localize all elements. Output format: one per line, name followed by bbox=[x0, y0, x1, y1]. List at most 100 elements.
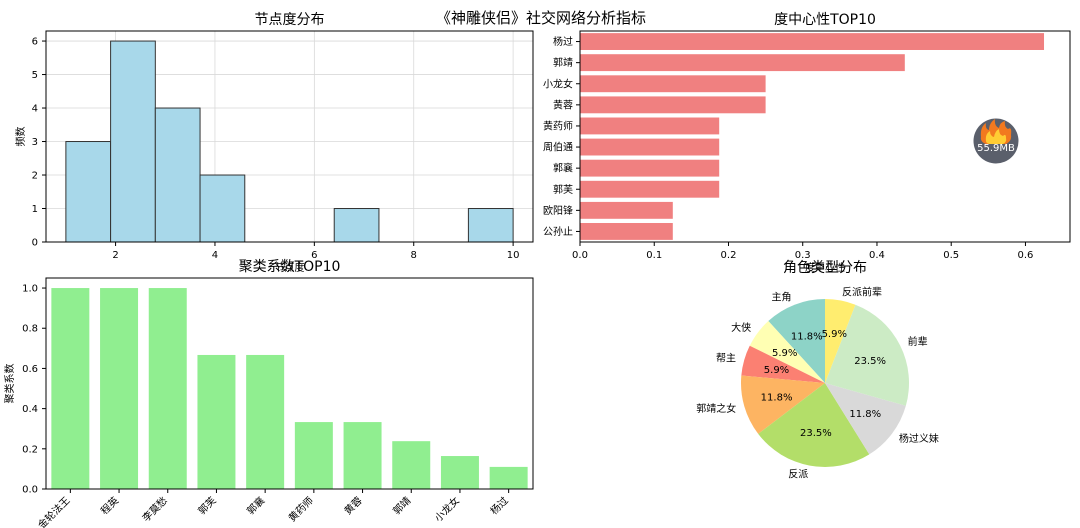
pie-slice bbox=[825, 299, 856, 383]
degree-hist-bar bbox=[154, 107, 201, 243]
clustering-ytick-label: 0.4 bbox=[22, 404, 38, 415]
clustering-category-label: 杨过 bbox=[487, 494, 510, 517]
centrality-category-label: 杨过 bbox=[553, 35, 573, 48]
centrality-bar bbox=[580, 54, 905, 72]
clustering-ytick-label: 0.8 bbox=[22, 324, 38, 335]
centrality-bar bbox=[580, 180, 720, 198]
pie-slice bbox=[768, 299, 825, 383]
degree-xtick-label: 10 bbox=[507, 250, 520, 261]
pie-slice-label: 杨过义妹 bbox=[899, 432, 939, 445]
centrality-category-label: 郭靖 bbox=[553, 56, 573, 69]
clustering-plot-area bbox=[45, 277, 534, 490]
degree-ytick-label: 0 bbox=[32, 238, 38, 249]
clustering-category-label: 郭靖 bbox=[390, 494, 413, 517]
degree-hist-bar bbox=[65, 141, 112, 243]
degree-xtick-label: 6 bbox=[311, 250, 317, 261]
centrality-bar bbox=[580, 75, 766, 93]
clustering-category-label: 黄药师 bbox=[286, 494, 316, 524]
clustering-ytick-label: 0.6 bbox=[22, 364, 38, 375]
pie-slice-label: 前辈 bbox=[908, 335, 928, 348]
degree-ytick-label: 4 bbox=[32, 104, 38, 115]
pie-slice-percentage: 23.5% bbox=[800, 428, 832, 439]
centrality-xtick-label: 0.3 bbox=[795, 250, 811, 261]
centrality-category-label: 小龙女 bbox=[543, 77, 573, 90]
flame-icon bbox=[973, 118, 1019, 164]
centrality-category-label: 公孙止 bbox=[543, 225, 573, 238]
degree-chart-title: 节点度分布 bbox=[255, 12, 325, 28]
memory-badge[interactable]: 55.9MB bbox=[970, 117, 1022, 165]
clustering-category-label: 郭芙 bbox=[195, 494, 218, 517]
degree-xtick-label: 8 bbox=[411, 250, 417, 261]
clustering-category-label: 李莫愁 bbox=[139, 494, 169, 524]
centrality-xtick-label: 0.1 bbox=[646, 250, 662, 261]
centrality-bar bbox=[580, 33, 1045, 50]
clustering-category-label: 金轮法王 bbox=[35, 494, 72, 528]
pie-slice-label: 郭靖之女 bbox=[696, 402, 736, 415]
centrality-bar bbox=[580, 117, 720, 135]
clustering-category-label: 郭襄 bbox=[244, 494, 267, 517]
pie-slice bbox=[825, 383, 906, 455]
clustering-y-axis-label: 聚类系数 bbox=[3, 364, 16, 404]
degree-y-axis-label: 频数 bbox=[14, 127, 27, 147]
role-type-chart-title: 角色类型分布 bbox=[783, 259, 867, 276]
degree-xtick-label: 2 bbox=[112, 250, 118, 261]
clustering-ytick-label: 0.2 bbox=[22, 444, 38, 455]
clustering-bar bbox=[294, 422, 333, 489]
clustering-bar bbox=[148, 288, 187, 489]
degree-x-axis-label: 节点度 bbox=[275, 261, 305, 274]
clustering-chart-title: 聚类系数TOP10 bbox=[239, 259, 341, 275]
pie-slice bbox=[825, 304, 909, 406]
clustering-bar bbox=[489, 466, 528, 489]
degree-ytick-label: 6 bbox=[32, 37, 38, 48]
pie-slice-label: 主角 bbox=[772, 291, 792, 303]
clustering-bar bbox=[392, 441, 431, 489]
memory-usage-label: 55.9MB bbox=[977, 143, 1015, 154]
pie-slice bbox=[749, 321, 825, 383]
centrality-category-label: 黄药师 bbox=[543, 119, 573, 132]
centrality-bar bbox=[580, 138, 720, 156]
centrality-x-axis-label: 度中心性 bbox=[805, 261, 845, 274]
degree-hist-bar bbox=[333, 208, 380, 243]
centrality-category-label: 黄蓉 bbox=[553, 98, 573, 111]
pie-slice-percentage: 23.5% bbox=[854, 356, 886, 367]
pie-slice-label: 反派 bbox=[788, 468, 808, 480]
degree-ytick-label: 1 bbox=[32, 204, 38, 215]
pie-slice-percentage: 5.9% bbox=[822, 329, 847, 340]
degree-ytick-label: 2 bbox=[32, 171, 38, 182]
degree-hist-bar bbox=[199, 174, 246, 243]
centrality-bar bbox=[580, 96, 766, 114]
centrality-xtick-label: 0.2 bbox=[721, 250, 737, 261]
clustering-category-label: 小龙女 bbox=[432, 494, 462, 524]
centrality-bar bbox=[580, 223, 673, 240]
centrality-xtick-label: 0.0 bbox=[572, 250, 588, 261]
clustering-ytick-label: 0.0 bbox=[22, 485, 38, 496]
degree-ytick-label: 5 bbox=[32, 70, 38, 81]
pie-slice bbox=[741, 375, 825, 434]
centrality-plot-area bbox=[579, 30, 1071, 243]
clustering-category-label: 黄蓉 bbox=[341, 494, 364, 517]
pie-slice-percentage: 11.8% bbox=[791, 332, 823, 343]
centrality-xtick-label: 0.5 bbox=[943, 250, 959, 261]
pie-slice-label: 帮主 bbox=[716, 352, 736, 364]
centrality-category-label: 欧阳锋 bbox=[543, 204, 573, 217]
degree-hist-bar bbox=[110, 40, 156, 243]
pie-slice-label: 大侠 bbox=[731, 321, 751, 334]
figure-title: 《神雕侠侣》社交网络分析指标 bbox=[436, 9, 646, 27]
centrality-bar bbox=[580, 201, 673, 219]
degree-ytick-label: 3 bbox=[32, 137, 38, 148]
clustering-bar bbox=[246, 354, 285, 489]
clustering-bar bbox=[440, 456, 479, 489]
centrality-xtick-label: 0.4 bbox=[869, 250, 885, 261]
centrality-category-label: 郭芙 bbox=[553, 183, 573, 196]
clustering-bar bbox=[343, 422, 382, 489]
pie-slice-percentage: 11.8% bbox=[761, 392, 793, 403]
pie-slice-percentage: 5.9% bbox=[764, 365, 789, 376]
clustering-ytick-label: 1.0 bbox=[22, 284, 38, 295]
pie-slice-percentage: 11.8% bbox=[849, 409, 881, 420]
centrality-category-label: 郭襄 bbox=[553, 162, 573, 175]
pie-slice-percentage: 5.9% bbox=[772, 348, 797, 359]
pie-slice-label: 反派前辈 bbox=[842, 286, 882, 299]
centrality-chart-title: 度中心性TOP10 bbox=[774, 12, 876, 28]
clustering-bar bbox=[51, 288, 90, 489]
